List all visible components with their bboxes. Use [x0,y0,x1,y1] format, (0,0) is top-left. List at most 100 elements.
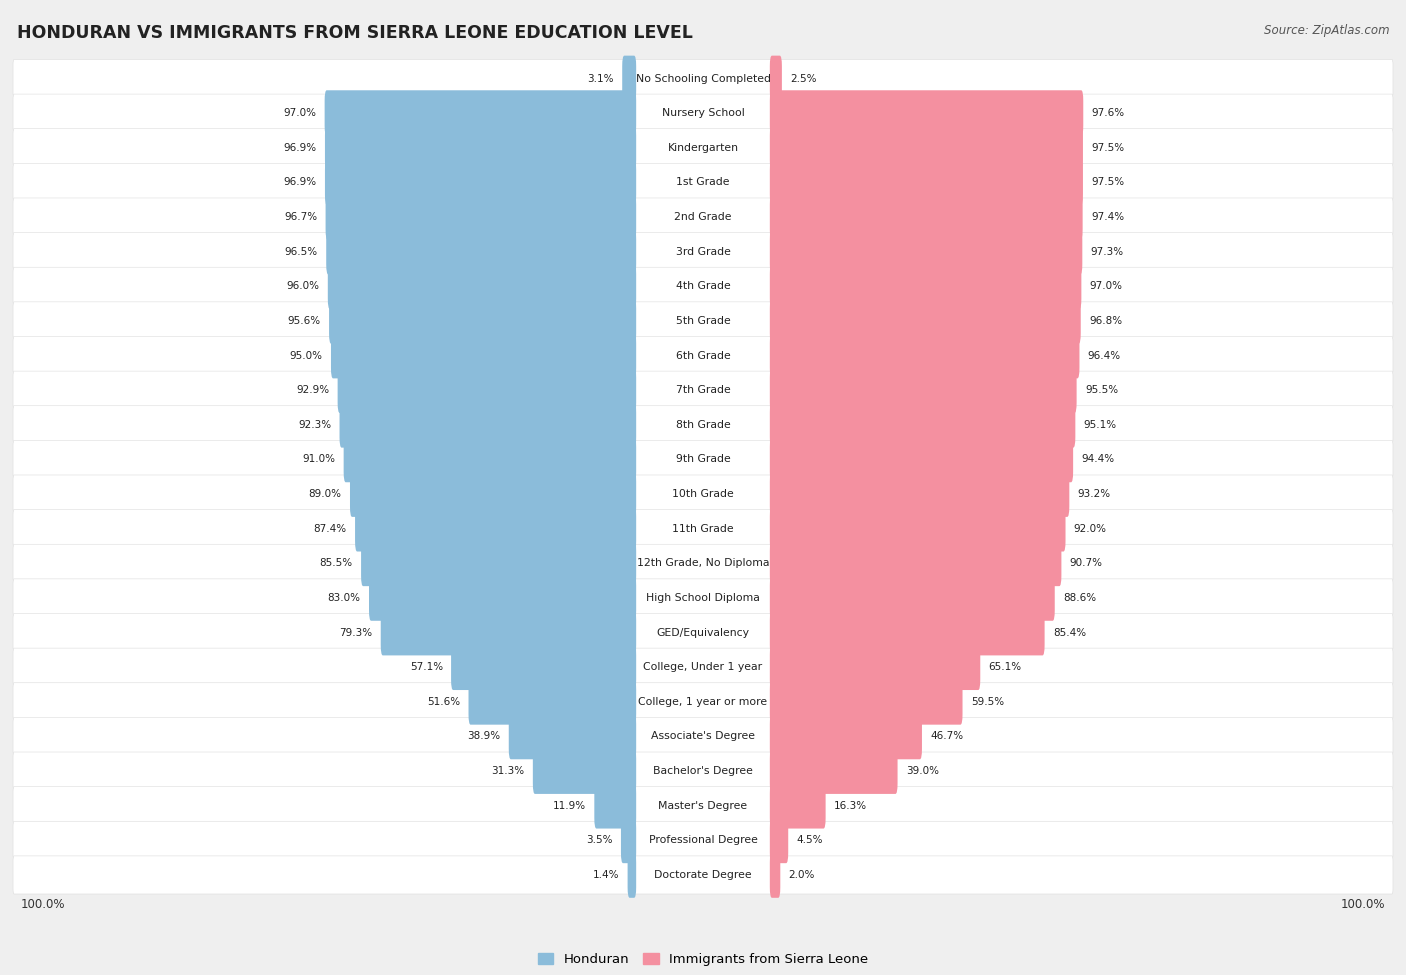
Text: 95.1%: 95.1% [1084,420,1116,430]
Text: 5th Grade: 5th Grade [676,316,730,326]
FancyBboxPatch shape [13,648,1393,686]
FancyBboxPatch shape [325,160,636,206]
FancyBboxPatch shape [468,679,636,724]
FancyBboxPatch shape [770,160,1083,206]
FancyBboxPatch shape [595,783,636,829]
FancyBboxPatch shape [13,198,1393,236]
FancyBboxPatch shape [13,302,1393,340]
Text: Associate's Degree: Associate's Degree [651,731,755,741]
Text: 85.5%: 85.5% [319,559,353,568]
FancyBboxPatch shape [13,613,1393,651]
FancyBboxPatch shape [451,644,636,690]
Text: 83.0%: 83.0% [328,593,361,603]
FancyBboxPatch shape [770,125,1083,171]
Text: Doctorate Degree: Doctorate Degree [654,870,752,880]
Text: 96.9%: 96.9% [284,142,316,153]
Text: Master's Degree: Master's Degree [658,800,748,810]
FancyBboxPatch shape [339,402,636,448]
FancyBboxPatch shape [326,194,636,240]
Text: College, Under 1 year: College, Under 1 year [644,662,762,672]
FancyBboxPatch shape [13,475,1393,513]
Text: Bachelor's Degree: Bachelor's Degree [652,766,754,776]
Text: 79.3%: 79.3% [339,628,373,638]
Text: 90.7%: 90.7% [1070,559,1102,568]
FancyBboxPatch shape [368,575,636,621]
FancyBboxPatch shape [13,267,1393,305]
FancyBboxPatch shape [770,714,922,760]
FancyBboxPatch shape [770,56,782,101]
FancyBboxPatch shape [509,714,636,760]
Text: 96.5%: 96.5% [285,247,318,256]
FancyBboxPatch shape [770,609,1045,655]
FancyBboxPatch shape [770,229,1083,275]
FancyBboxPatch shape [13,129,1393,167]
Text: 39.0%: 39.0% [905,766,939,776]
FancyBboxPatch shape [770,91,1083,136]
Text: 16.3%: 16.3% [834,800,868,810]
Text: 51.6%: 51.6% [427,697,460,707]
Text: 85.4%: 85.4% [1053,628,1085,638]
Text: 3.5%: 3.5% [586,836,613,845]
FancyBboxPatch shape [621,817,636,863]
FancyBboxPatch shape [13,821,1393,859]
Text: College, 1 year or more: College, 1 year or more [638,697,768,707]
Text: GED/Equivalency: GED/Equivalency [657,628,749,638]
Text: 12th Grade, No Diploma: 12th Grade, No Diploma [637,559,769,568]
FancyBboxPatch shape [770,783,825,829]
FancyBboxPatch shape [623,56,636,101]
FancyBboxPatch shape [770,540,1062,586]
FancyBboxPatch shape [13,164,1393,202]
FancyBboxPatch shape [325,125,636,171]
FancyBboxPatch shape [13,787,1393,825]
FancyBboxPatch shape [330,332,636,378]
Text: 92.0%: 92.0% [1074,524,1107,533]
Text: 11th Grade: 11th Grade [672,524,734,533]
Text: 97.0%: 97.0% [284,108,316,118]
Text: Professional Degree: Professional Degree [648,836,758,845]
Text: No Schooling Completed: No Schooling Completed [636,73,770,84]
FancyBboxPatch shape [770,748,897,794]
Text: 91.0%: 91.0% [302,454,336,464]
FancyBboxPatch shape [343,437,636,483]
FancyBboxPatch shape [13,59,1393,98]
FancyBboxPatch shape [329,298,636,344]
FancyBboxPatch shape [381,609,636,655]
Text: 97.3%: 97.3% [1091,247,1123,256]
Text: 38.9%: 38.9% [467,731,501,741]
Text: 95.0%: 95.0% [290,351,323,361]
Text: HONDURAN VS IMMIGRANTS FROM SIERRA LEONE EDUCATION LEVEL: HONDURAN VS IMMIGRANTS FROM SIERRA LEONE… [17,24,693,42]
FancyBboxPatch shape [328,263,636,309]
Text: 97.5%: 97.5% [1091,142,1125,153]
Text: 8th Grade: 8th Grade [676,420,730,430]
Text: 46.7%: 46.7% [931,731,963,741]
Legend: Honduran, Immigrants from Sierra Leone: Honduran, Immigrants from Sierra Leone [533,948,873,971]
FancyBboxPatch shape [770,437,1073,483]
Text: 89.0%: 89.0% [309,489,342,499]
Text: 1.4%: 1.4% [593,870,619,880]
Text: 97.4%: 97.4% [1091,212,1123,222]
Text: 2.5%: 2.5% [790,73,817,84]
FancyBboxPatch shape [770,506,1066,552]
Text: 2.0%: 2.0% [789,870,815,880]
FancyBboxPatch shape [13,718,1393,756]
Text: 4th Grade: 4th Grade [676,281,730,292]
Text: 100.0%: 100.0% [21,898,66,911]
FancyBboxPatch shape [13,336,1393,374]
FancyBboxPatch shape [13,752,1393,790]
Text: Nursery School: Nursery School [662,108,744,118]
FancyBboxPatch shape [770,332,1080,378]
Text: 1st Grade: 1st Grade [676,177,730,187]
Text: 97.0%: 97.0% [1090,281,1122,292]
FancyBboxPatch shape [13,406,1393,444]
FancyBboxPatch shape [627,852,636,898]
FancyBboxPatch shape [770,679,963,724]
FancyBboxPatch shape [770,852,780,898]
Text: 65.1%: 65.1% [988,662,1022,672]
Text: 2nd Grade: 2nd Grade [675,212,731,222]
FancyBboxPatch shape [770,402,1076,448]
Text: 31.3%: 31.3% [492,766,524,776]
Text: Kindergarten: Kindergarten [668,142,738,153]
FancyBboxPatch shape [770,575,1054,621]
FancyBboxPatch shape [13,510,1393,548]
FancyBboxPatch shape [533,748,636,794]
